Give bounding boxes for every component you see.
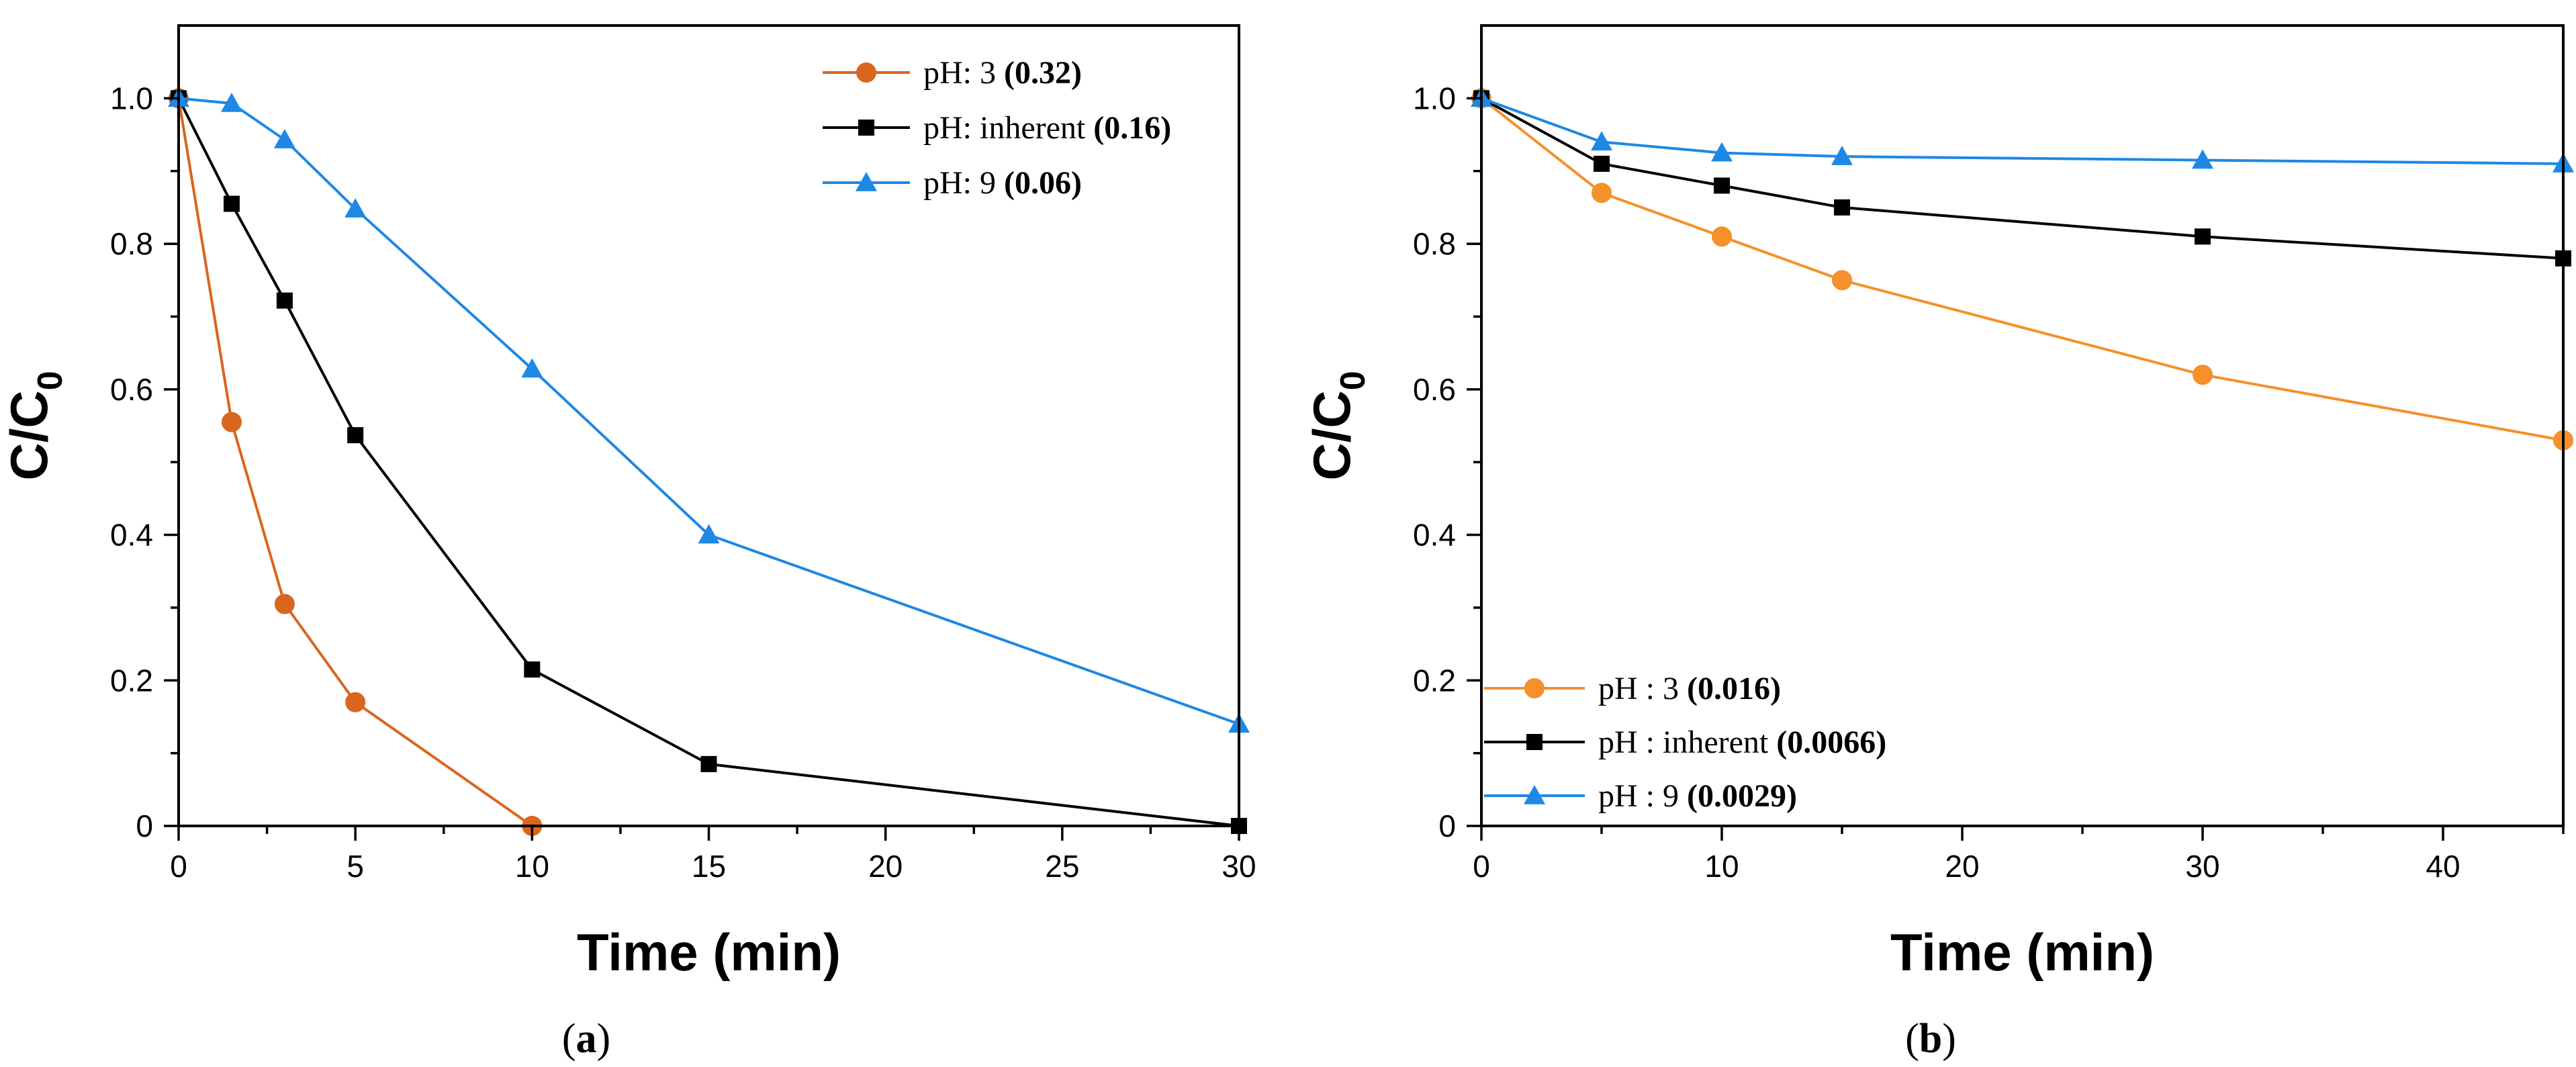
plot-frame (1480, 24, 2565, 827)
data-point-0-4 (2193, 365, 2213, 385)
y-tick-label: 0.2 (110, 663, 153, 698)
data-point-1-5 (700, 755, 717, 772)
y-tick-label: 0.8 (1413, 226, 1456, 261)
x-tick-label: 0 (170, 849, 187, 884)
series-line-2 (1481, 97, 2564, 165)
legend-marker (858, 120, 874, 136)
x-tick-label: 15 (692, 849, 726, 884)
data-point-0-3 (345, 692, 366, 712)
data-point-0-2 (274, 594, 295, 614)
data-point-2-4 (521, 358, 543, 378)
data-point-0-1 (1592, 183, 1612, 203)
data-point-2-2 (1711, 142, 1733, 162)
legend-marker (1524, 678, 1545, 698)
data-point-2-2 (273, 129, 295, 148)
series-line-1 (1481, 97, 2564, 260)
panel-a-chart: 0 5 10 15 20 25 30 0 0.2 0.4 0.6 0.8 1.0 Time (min) C/… (0, 24, 1256, 982)
data-point-0-3 (1832, 270, 1852, 291)
x-tick-label: 30 (1222, 849, 1256, 884)
data-point-1-2 (276, 292, 293, 309)
legend-marker (856, 62, 876, 83)
x-tick-label: 0 (1473, 849, 1490, 884)
x-tick-label: 40 (2426, 849, 2460, 884)
y-tick-label: 0.6 (110, 372, 153, 407)
legend-marker (1526, 734, 1543, 750)
legend: pH: 3 (0.32) pH: inherent (0.16) pH: 9 (0.… (823, 55, 1171, 201)
legend-marker (1524, 785, 1545, 804)
legend-marker (856, 172, 877, 191)
legend: pH : 3 (0.016) pH : inherent (0.0066) pH :… (1484, 671, 1886, 814)
y-tick-label: 1.0 (1413, 81, 1456, 115)
data-point-1-4 (2195, 228, 2211, 245)
data-point-2-5 (698, 524, 720, 544)
legend-label: pH : 9 (0.0029) (1598, 778, 1797, 814)
x-tick-label: 30 (2185, 849, 2219, 884)
data-point-0-1 (221, 412, 242, 432)
legend-label: pH : inherent (0.0066) (1598, 725, 1886, 760)
data-point-2-1 (1591, 131, 1612, 151)
data-point-1-1 (1594, 155, 1610, 172)
caption-b: (b) (1905, 1016, 1956, 1062)
data-point-1-1 (223, 195, 240, 212)
y-axis-title: C/C0 (1302, 371, 1373, 480)
x-tick-label: 20 (868, 849, 903, 884)
x-tick-label: 5 (347, 849, 364, 884)
data-point-1-3 (1834, 199, 1850, 216)
legend-label: pH: 9 (0.06) (923, 165, 1082, 201)
y-axis-title: C/C0 (0, 371, 70, 480)
x-tick-label: 25 (1045, 849, 1079, 884)
y-tick-label: 0 (136, 808, 153, 843)
legend-label: pH: 3 (0.32) (923, 55, 1082, 91)
series-line-0 (1480, 97, 2564, 442)
y-tick-label: 1.0 (110, 81, 153, 115)
y-tick-label: 0 (1438, 808, 1456, 843)
x-tick-label: 10 (515, 849, 549, 884)
legend-label: pH: inherent (0.16) (923, 110, 1171, 146)
data-point-2-4 (2192, 149, 2213, 169)
data-point-0-2 (1712, 226, 1732, 247)
legend-label: pH : 3 (0.016) (1598, 671, 1781, 706)
data-point-2-3 (344, 198, 367, 218)
y-tick-label: 0.6 (1413, 372, 1456, 407)
y-tick-label: 0.2 (1413, 663, 1456, 698)
data-point-1-4 (524, 661, 541, 678)
x-tick-label: 20 (1945, 849, 1979, 884)
caption-a: (a) (562, 1016, 610, 1062)
data-point-2-3 (1831, 146, 1853, 165)
data-point-1-2 (1714, 177, 1730, 194)
data-point-2-1 (220, 92, 242, 112)
series-line-1 (177, 97, 1240, 827)
x-tick-label: 10 (1704, 849, 1739, 884)
panel-b-chart: 0 10 20 30 40 0 0.2 0.4 0.6 0.8 1.0 Time (min) C/C0 p… (1302, 24, 2574, 982)
data-point-1-3 (347, 427, 364, 444)
y-tick-label: 0.8 (110, 226, 153, 261)
x-axis-title: Time (min) (577, 923, 841, 982)
y-tick-label: 0.4 (1413, 518, 1456, 553)
x-axis-title: Time (min) (1890, 923, 2154, 982)
y-tick-label: 0.4 (110, 518, 153, 553)
